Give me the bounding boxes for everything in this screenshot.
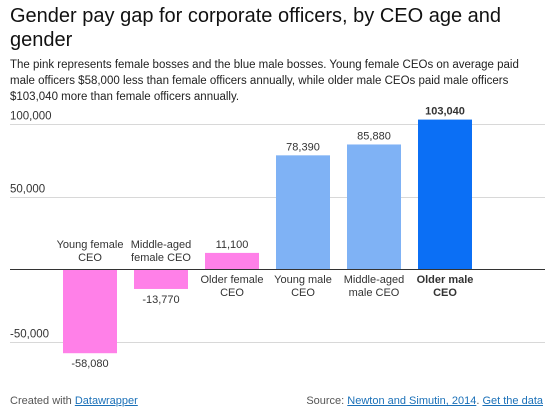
value-label: 11,100 <box>216 239 249 251</box>
y-tick-label: 100,000 <box>10 111 52 123</box>
datawrapper-link[interactable]: Datawrapper <box>74 395 138 407</box>
category-label: CEO <box>291 287 315 299</box>
source-separator: . <box>476 395 480 407</box>
category-label: Middle-aged <box>131 239 192 251</box>
y-tick-label: -50,000 <box>10 329 49 341</box>
category-label: female CEO <box>131 252 191 264</box>
credit: Created with Datawrapper <box>10 395 138 407</box>
created-with-text: Created with <box>10 395 72 407</box>
bar <box>347 144 401 269</box>
category-label: Middle-aged <box>344 274 405 286</box>
bar <box>418 119 472 269</box>
category-label: CEO <box>78 252 102 264</box>
category-label: CEO <box>220 287 244 299</box>
category-label: CEO <box>433 287 457 299</box>
value-label: 103,040 <box>425 106 465 118</box>
value-label: 78,390 <box>286 141 320 153</box>
value-label: 85,880 <box>357 130 391 142</box>
chart-title: Gender pay gap for corporate officers, b… <box>10 5 502 51</box>
category-label: Older female <box>201 274 264 286</box>
category-label: Older male <box>417 274 474 286</box>
bar <box>134 269 188 289</box>
category-label: Young male <box>274 274 332 286</box>
chart-description: The pink represents female bosses and th… <box>10 59 519 103</box>
value-label: -58,080 <box>71 358 108 370</box>
category-label: male CEO <box>349 287 400 299</box>
bar <box>276 155 330 269</box>
bar <box>63 269 117 354</box>
source: Source: Newton and Simutin, 2014. Get th… <box>306 395 543 407</box>
get-the-data-link[interactable]: Get the data <box>482 395 543 407</box>
source-label: Source: <box>306 395 345 407</box>
value-label: -13,770 <box>142 294 179 306</box>
y-tick-label: 50,000 <box>10 184 45 196</box>
bar <box>205 252 259 269</box>
category-label: Young female <box>57 239 124 251</box>
source-link[interactable]: Newton and Simutin, 2014 <box>347 395 477 407</box>
